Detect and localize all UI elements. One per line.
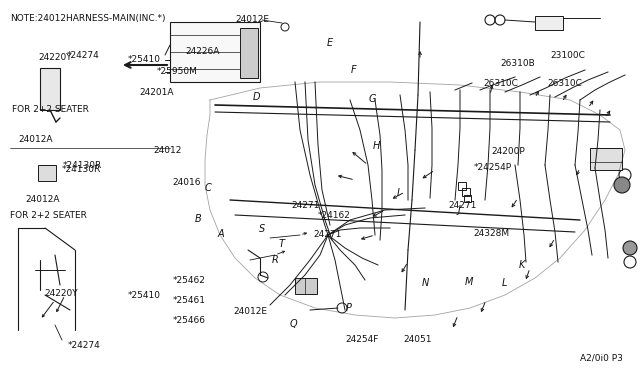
Text: 24271: 24271	[314, 230, 342, 239]
Text: G: G	[369, 94, 376, 103]
Text: N: N	[422, 279, 429, 288]
Text: 24012E: 24012E	[235, 16, 269, 25]
Text: 24271: 24271	[291, 201, 319, 210]
Text: *25950M: *25950M	[157, 67, 198, 76]
Text: *25461: *25461	[173, 296, 206, 305]
Text: M: M	[464, 277, 473, 287]
Text: P: P	[346, 303, 352, 313]
Text: 24012A: 24012A	[26, 195, 60, 203]
Text: 24012E: 24012E	[234, 307, 268, 316]
Text: J: J	[458, 205, 461, 215]
Text: 24051: 24051	[403, 335, 432, 344]
Text: *24130R: *24130R	[62, 166, 101, 174]
Text: S: S	[259, 224, 266, 234]
Bar	[38, 165, 56, 181]
Text: *24162: *24162	[317, 211, 350, 220]
Text: 26310C: 26310C	[483, 79, 518, 88]
Text: R: R	[272, 256, 278, 265]
Text: 24271: 24271	[448, 201, 476, 210]
Circle shape	[623, 241, 637, 255]
Text: K: K	[518, 260, 525, 270]
Text: *25462: *25462	[173, 276, 205, 285]
Text: FOR 2+2 SEATER: FOR 2+2 SEATER	[10, 211, 87, 219]
Bar	[240, 28, 258, 78]
Text: 24200P: 24200P	[492, 147, 525, 156]
Text: *25466: *25466	[173, 316, 206, 325]
Text: 24220Y: 24220Y	[38, 54, 72, 62]
Text: 26310C: 26310C	[547, 79, 582, 88]
Text: *24254P: *24254P	[474, 163, 512, 172]
Text: *25410: *25410	[128, 55, 161, 64]
Text: 24254F: 24254F	[346, 335, 379, 344]
Text: 24016: 24016	[173, 178, 202, 187]
Text: *24130R: *24130R	[63, 161, 102, 170]
Text: *24274: *24274	[68, 340, 100, 350]
Text: T: T	[278, 239, 285, 248]
Text: H: H	[372, 141, 380, 151]
Bar	[590, 148, 622, 170]
Bar	[464, 195, 471, 202]
Bar	[458, 182, 466, 190]
Text: 23100C: 23100C	[550, 51, 585, 60]
Text: 24226A: 24226A	[186, 47, 220, 56]
Text: D: D	[252, 93, 260, 102]
Text: *25410: *25410	[128, 291, 161, 300]
Text: A2/0i0 P3: A2/0i0 P3	[580, 353, 623, 362]
Text: I: I	[397, 188, 399, 198]
Text: *24274: *24274	[67, 51, 100, 60]
Bar	[170, 22, 260, 82]
Circle shape	[614, 177, 630, 193]
Text: E: E	[326, 38, 333, 48]
Text: 24201A: 24201A	[140, 88, 174, 97]
Text: L: L	[502, 279, 507, 288]
Text: 24220Y: 24220Y	[45, 289, 79, 298]
Text: B: B	[195, 215, 202, 224]
Text: C: C	[205, 183, 211, 193]
Text: 26310B: 26310B	[500, 60, 535, 68]
Bar	[535, 16, 563, 30]
Bar	[40, 68, 60, 110]
Bar	[462, 188, 470, 196]
Text: 24012A: 24012A	[18, 135, 52, 144]
Text: FOR 2+2 SEATER: FOR 2+2 SEATER	[12, 105, 88, 114]
Text: NOTE:24012HARNESS-MAIN(INC.*): NOTE:24012HARNESS-MAIN(INC.*)	[10, 13, 166, 22]
Text: Q: Q	[289, 319, 297, 328]
Text: A: A	[218, 229, 224, 238]
Text: F: F	[351, 65, 356, 75]
Text: 24328M: 24328M	[474, 229, 509, 238]
Bar	[295, 278, 317, 294]
Text: 24012: 24012	[154, 146, 182, 155]
